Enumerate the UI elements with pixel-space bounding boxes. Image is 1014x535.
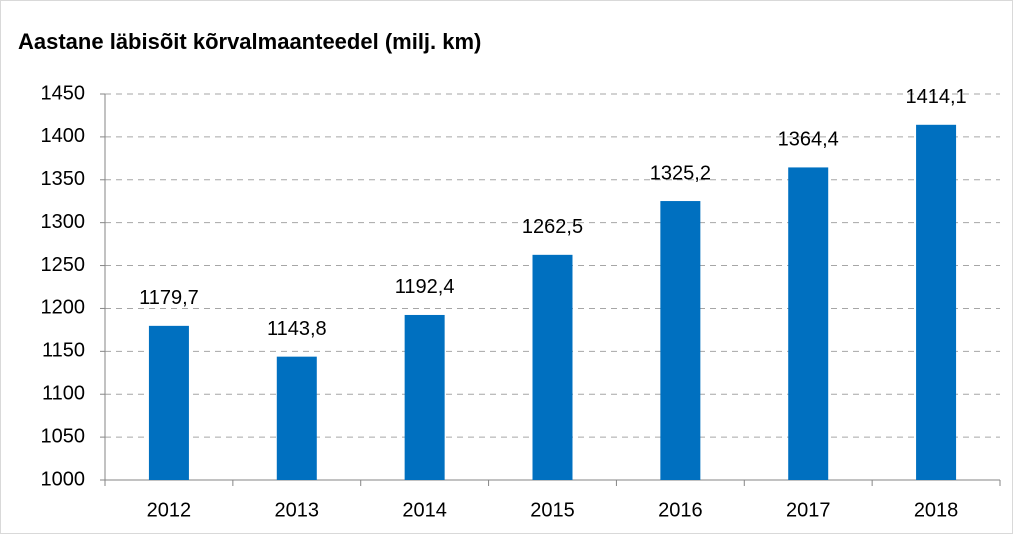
bar — [404, 314, 445, 480]
y-tick-label: 1300 — [41, 211, 86, 233]
bar — [532, 254, 573, 480]
bar — [148, 325, 189, 480]
y-tick-label: 1200 — [41, 297, 86, 319]
data-label: 1364,4 — [778, 129, 839, 151]
bar — [916, 124, 957, 480]
y-tick-label: 1400 — [41, 125, 86, 147]
data-label: 1325,2 — [650, 162, 711, 184]
x-tick-label: 2016 — [658, 499, 703, 521]
bar — [660, 201, 701, 480]
x-tick-label: 2018 — [914, 499, 959, 521]
x-tick-label: 2014 — [402, 499, 447, 521]
bar — [788, 167, 829, 480]
y-tick-label: 1100 — [42, 383, 85, 405]
data-label: 1143,8 — [267, 318, 327, 340]
x-tick-label: 2015 — [530, 499, 575, 521]
data-label: 1262,5 — [522, 216, 583, 238]
y-tick-label: 1350 — [41, 168, 86, 190]
bar — [276, 356, 317, 480]
x-tick-label: 2012 — [147, 499, 192, 521]
chart-title: Aastane läbisõit kõrvalmaanteedel (milj.… — [18, 29, 481, 54]
y-tick-label: 1250 — [41, 254, 86, 276]
x-tick-label: 2017 — [786, 499, 831, 521]
y-tick-label: 1450 — [41, 82, 86, 104]
data-label: 1179,7 — [139, 287, 199, 309]
data-label: 1192,4 — [395, 276, 455, 298]
x-tick-label: 2013 — [275, 499, 320, 521]
y-tick-label: 1000 — [41, 468, 86, 490]
data-label: 1414,1 — [905, 86, 966, 108]
y-tick-label: 1150 — [42, 340, 85, 362]
y-tick-label: 1050 — [41, 425, 86, 447]
